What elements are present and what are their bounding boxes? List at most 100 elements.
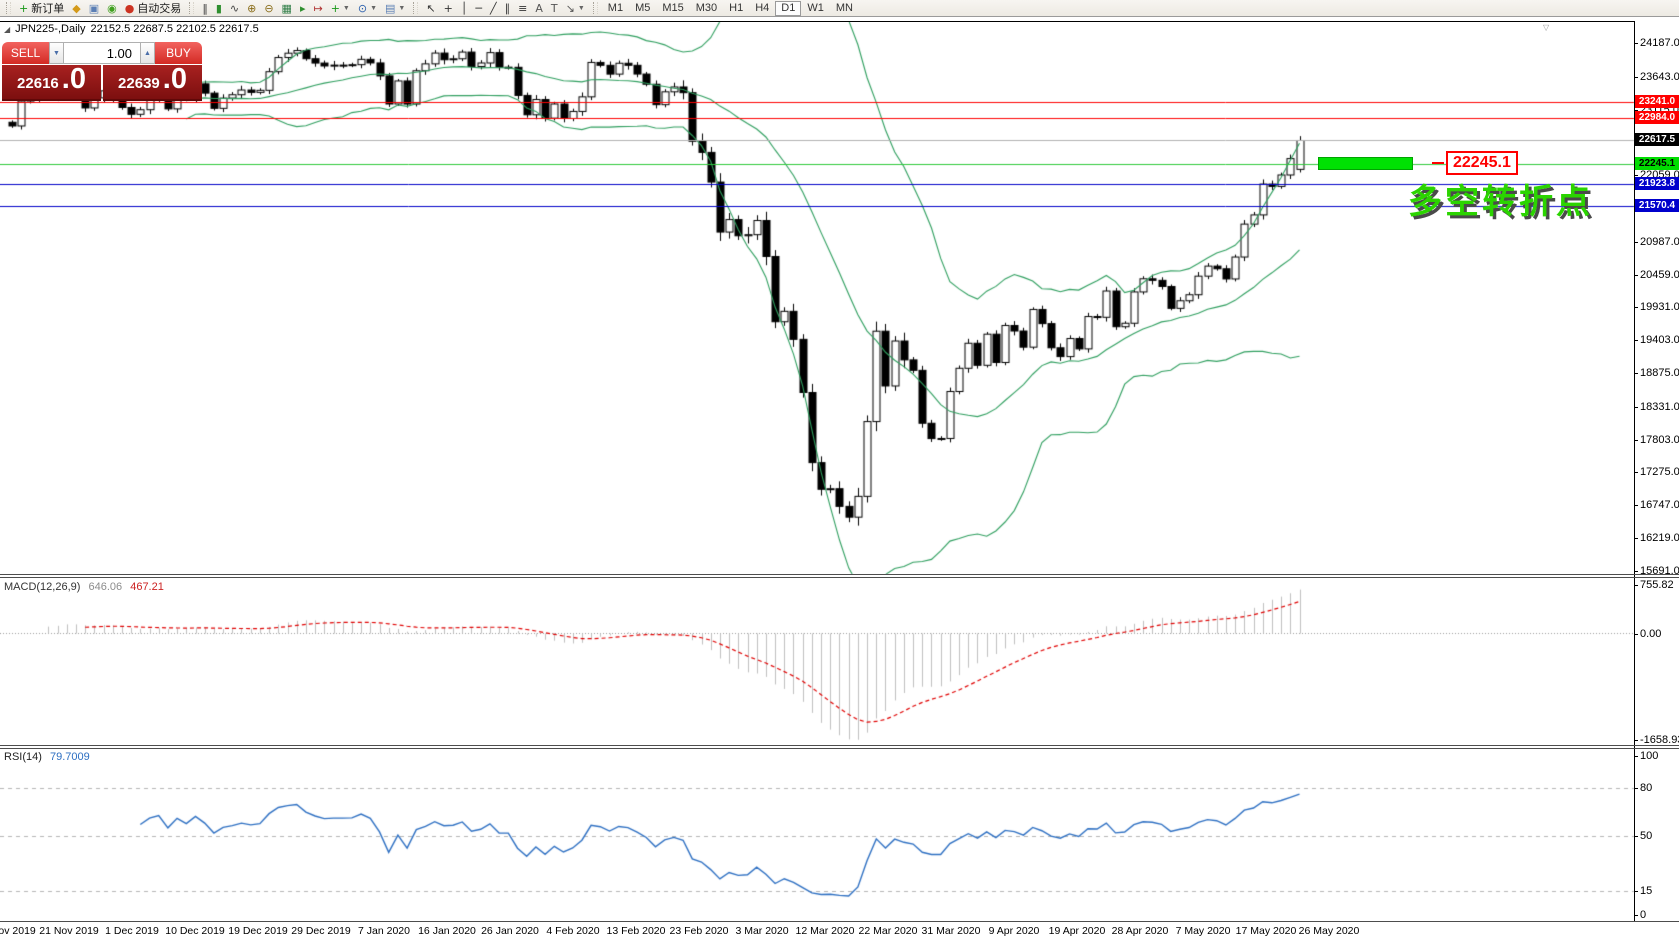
axis-tick-label: 755.82 bbox=[1639, 578, 1675, 591]
timeframe-h1[interactable]: H1 bbox=[729, 1, 744, 14]
lot-decrease-button[interactable]: ▼ bbox=[49, 42, 64, 64]
arrows-icon: ↘ bbox=[565, 1, 575, 15]
templates-button[interactable]: ▤ ▼ bbox=[381, 0, 409, 17]
fibonacci-button[interactable]: ≡ bbox=[514, 0, 531, 17]
new-order-button[interactable]: + 新订单 bbox=[15, 0, 68, 17]
panel-separator[interactable] bbox=[0, 748, 1679, 749]
price-axis-line bbox=[1634, 21, 1635, 922]
timeframe-m30[interactable]: M30 bbox=[695, 1, 718, 14]
cursor-button[interactable]: ↖ bbox=[422, 0, 439, 17]
date-label: 7 May 2020 bbox=[1175, 925, 1231, 937]
timeframe-h4[interactable]: H4 bbox=[755, 1, 770, 14]
timeframe-w1[interactable]: W1 bbox=[807, 1, 824, 14]
panel-separator bbox=[0, 921, 1679, 922]
zoom-in-button[interactable]: ⊕ bbox=[243, 0, 260, 17]
axis-tick-mark bbox=[1634, 787, 1638, 789]
sell-price-pips: .0 bbox=[61, 63, 86, 95]
lot-size-input[interactable]: 1.00 bbox=[64, 42, 140, 64]
signals-button[interactable]: ◉ bbox=[103, 0, 121, 17]
date-label: 9 Apr 2020 bbox=[988, 925, 1040, 937]
chart-shift-button[interactable]: ↦ bbox=[309, 0, 326, 17]
date-label: 1 Dec 2019 bbox=[105, 925, 159, 937]
axis-tick-mark bbox=[1634, 307, 1638, 309]
candlestick-chart-button[interactable]: ▮ bbox=[212, 0, 226, 17]
profiles-button[interactable]: ◆ bbox=[68, 0, 84, 17]
axis-tick-label: 15 bbox=[1639, 885, 1654, 898]
lot-increase-button[interactable]: ▲ bbox=[140, 42, 155, 64]
dropdown-arrow-icon[interactable]: ▼ bbox=[342, 4, 350, 12]
arrows-button[interactable]: ↘ ▼ bbox=[562, 0, 589, 17]
symbol-period-label: JPN225-,Daily bbox=[15, 23, 86, 35]
chart-window-icon: ◢ bbox=[4, 24, 11, 34]
autoscroll-button[interactable]: ▸ bbox=[296, 0, 310, 17]
timeframe-d1[interactable]: D1 bbox=[775, 0, 802, 16]
crosshair-icon: + bbox=[443, 1, 453, 15]
timeframe-m5[interactable]: M5 bbox=[635, 1, 651, 14]
crosshair-button[interactable]: + bbox=[440, 0, 457, 17]
cursor-icon: ↖ bbox=[426, 1, 436, 15]
annotation-text[interactable]: 多空转折点 bbox=[1408, 182, 1593, 222]
hline-price-label: 23241.0 bbox=[1635, 94, 1679, 108]
date-label: 26 Jan 2020 bbox=[481, 925, 539, 937]
profiles-icon: ◆ bbox=[72, 1, 81, 15]
dropdown-arrow-icon[interactable]: ▼ bbox=[577, 4, 585, 12]
buy-button[interactable]: BUY bbox=[155, 42, 202, 64]
panel-separator[interactable] bbox=[0, 577, 1679, 578]
sell-button[interactable]: SELL bbox=[2, 42, 49, 64]
axis-tick-label: 19403.0 bbox=[1639, 334, 1679, 347]
timeframe-m1[interactable]: M1 bbox=[607, 1, 624, 14]
axis-tick-label: 15691.0 bbox=[1639, 564, 1679, 577]
axis-tick-mark bbox=[1634, 439, 1638, 441]
timeframe-mn[interactable]: MN bbox=[835, 1, 853, 14]
axis-tick-label: 0 bbox=[1639, 909, 1648, 921]
autoscroll-icon: ▸ bbox=[299, 1, 306, 15]
axis-tick-mark bbox=[1634, 406, 1638, 408]
date-label: 16 Jan 2020 bbox=[418, 925, 476, 937]
axis-tick-label: 0.00 bbox=[1639, 627, 1663, 640]
horizontal-line-button[interactable]: ─ bbox=[471, 0, 486, 17]
panel-separator[interactable] bbox=[0, 574, 1679, 575]
line-chart-button[interactable]: ∿ bbox=[226, 0, 243, 17]
zoom-out-button[interactable]: ⊖ bbox=[260, 0, 277, 17]
highlight-rectangle[interactable] bbox=[1318, 157, 1413, 170]
date-label: 22 Mar 2020 bbox=[858, 925, 918, 937]
vertical-line-button[interactable]: │ bbox=[457, 0, 472, 17]
equidistant-channel-button[interactable]: ∥ bbox=[501, 0, 515, 17]
text-icon: A bbox=[535, 1, 543, 15]
indicators-button[interactable]: + ▼ bbox=[327, 0, 354, 17]
zoom-out-icon: ⊖ bbox=[264, 1, 274, 15]
market-watch-button[interactable]: ▣ bbox=[85, 0, 103, 17]
axis-tick-mark bbox=[1634, 274, 1638, 276]
axis-tick-mark bbox=[1634, 891, 1638, 893]
axis-tick-mark bbox=[1634, 584, 1638, 586]
panel-separator[interactable] bbox=[0, 745, 1679, 746]
trendline-button[interactable]: ╱ bbox=[486, 0, 501, 17]
vertical-line-icon: │ bbox=[460, 1, 468, 15]
zoom-in-icon: ⊕ bbox=[247, 1, 257, 15]
rsi-name: RSI(14) bbox=[4, 751, 42, 763]
axis-tick-label: 20459.0 bbox=[1639, 268, 1679, 281]
date-label: 12 Nov 2019 bbox=[0, 925, 36, 937]
tile-windows-button[interactable]: ▦ bbox=[278, 0, 296, 17]
axis-tick-label: 18875.0 bbox=[1639, 366, 1679, 379]
text-button[interactable]: A bbox=[531, 0, 547, 17]
dropdown-arrow-icon[interactable]: ▼ bbox=[370, 4, 377, 12]
autotrading-button[interactable]: ● 自动交易 bbox=[121, 0, 186, 17]
date-label: 17 May 2020 bbox=[1235, 925, 1297, 937]
axis-tick-label: 23643.0 bbox=[1639, 70, 1679, 83]
periods-button[interactable]: ⊙ ▼ bbox=[354, 0, 381, 17]
text-label-button[interactable]: T bbox=[547, 0, 562, 17]
one-click-trading-panel: SELL ▼ 1.00 ▲ BUY 22616 .0 22639 .0 bbox=[2, 42, 202, 101]
new-order-label: 新订单 bbox=[31, 3, 65, 15]
indicators-icon: + bbox=[330, 1, 340, 15]
dropdown-arrow-icon[interactable]: ▼ bbox=[398, 4, 406, 12]
timeframe-m15[interactable]: M15 bbox=[662, 1, 684, 14]
price-callout[interactable]: 22245.1 bbox=[1446, 151, 1518, 175]
axis-tick-label: 17275.0 bbox=[1639, 466, 1679, 479]
date-label: 21 Nov 2019 bbox=[39, 925, 99, 937]
bar-chart-button[interactable]: ‖ bbox=[198, 0, 212, 17]
market-watch-icon: ▣ bbox=[88, 1, 100, 15]
callout-connector bbox=[1432, 162, 1444, 164]
axis-tick-mark bbox=[1634, 472, 1638, 474]
